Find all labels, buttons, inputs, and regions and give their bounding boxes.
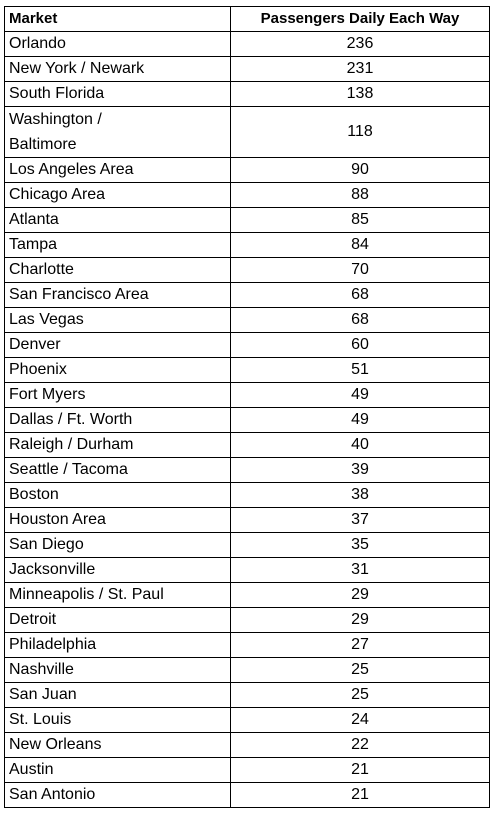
market-cell: Orlando — [4, 31, 231, 57]
passengers-cell: 25 — [230, 657, 490, 683]
market-cell: Detroit — [4, 607, 231, 633]
table-body: Orlando 236 New York / Newark 231 South Flor… — [4, 31, 490, 808]
passengers-cell: 70 — [230, 257, 490, 283]
market-cell: South Florida — [4, 81, 231, 107]
market-cell: St. Louis — [4, 707, 231, 733]
passengers-cell: 236 — [230, 31, 490, 57]
market-cell: Denver — [4, 332, 231, 358]
passengers-cell: 49 — [230, 407, 490, 433]
table-row: Orlando 236 — [4, 31, 490, 57]
passengers-cell: 231 — [230, 56, 490, 82]
passengers-cell: 84 — [230, 232, 490, 258]
table-row: Jacksonville 31 — [4, 557, 490, 583]
market-cell: San Antonio — [4, 782, 231, 808]
market-cell: Dallas / Ft. Worth — [4, 407, 231, 433]
passengers-cell: 29 — [230, 607, 490, 633]
market-cell: Atlanta — [4, 207, 231, 233]
table-row: St. Louis 24 — [4, 707, 490, 733]
market-cell: Philadelphia — [4, 632, 231, 658]
passengers-cell: 31 — [230, 557, 490, 583]
market-cell: Washington / Baltimore — [4, 106, 231, 158]
table-row: Detroit 29 — [4, 607, 490, 633]
market-cell: San Diego — [4, 532, 231, 558]
market-cell: Minneapolis / St. Paul — [4, 582, 231, 608]
passengers-cell: 27 — [230, 632, 490, 658]
table-row: Boston 38 — [4, 482, 490, 508]
table-row: Chicago Area 88 — [4, 182, 490, 208]
market-cell: New Orleans — [4, 732, 231, 758]
passengers-cell: 68 — [230, 307, 490, 333]
table-row: Seattle / Tacoma 39 — [4, 457, 490, 483]
table-row: Las Vegas 68 — [4, 307, 490, 333]
passengers-cell: 85 — [230, 207, 490, 233]
table-row: Raleigh / Durham 40 — [4, 432, 490, 458]
passengers-cell: 35 — [230, 532, 490, 558]
market-cell: Nashville — [4, 657, 231, 683]
table-row: Philadelphia 27 — [4, 632, 490, 658]
table-row: Charlotte 70 — [4, 257, 490, 283]
market-cell: Tampa — [4, 232, 231, 258]
market-cell: Seattle / Tacoma — [4, 457, 231, 483]
passengers-table: Market Passengers Daily Each Way Orlando… — [4, 6, 490, 808]
passengers-cell: 37 — [230, 507, 490, 533]
passengers-cell: 118 — [230, 106, 490, 158]
table-row: Minneapolis / St. Paul 29 — [4, 582, 490, 608]
passengers-cell: 51 — [230, 357, 490, 383]
table-row: Dallas / Ft. Worth 49 — [4, 407, 490, 433]
passengers-cell: 90 — [230, 157, 490, 183]
table-row: Austin 21 — [4, 757, 490, 783]
table-row: New Orleans 22 — [4, 732, 490, 758]
market-cell: Charlotte — [4, 257, 231, 283]
passengers-cell: 49 — [230, 382, 490, 408]
market-cell: Boston — [4, 482, 231, 508]
passengers-cell: 138 — [230, 81, 490, 107]
passengers-cell: 88 — [230, 182, 490, 208]
table-row: Tampa 84 — [4, 232, 490, 258]
table-row: San Francisco Area 68 — [4, 282, 490, 308]
passengers-cell: 25 — [230, 682, 490, 708]
market-cell: New York / Newark — [4, 56, 231, 82]
passengers-cell: 21 — [230, 782, 490, 808]
market-cell: San Juan — [4, 682, 231, 708]
market-cell: Los Angeles Area — [4, 157, 231, 183]
market-cell: Phoenix — [4, 357, 231, 383]
column-header-market: Market — [4, 6, 231, 32]
table-row: New York / Newark 231 — [4, 56, 490, 82]
market-cell: Chicago Area — [4, 182, 231, 208]
market-cell: Fort Myers — [4, 382, 231, 408]
market-cell: Jacksonville — [4, 557, 231, 583]
passengers-cell: 39 — [230, 457, 490, 483]
column-header-passengers: Passengers Daily Each Way — [230, 6, 490, 32]
passengers-cell: 60 — [230, 332, 490, 358]
passengers-cell: 22 — [230, 732, 490, 758]
table-row: Los Angeles Area 90 — [4, 157, 490, 183]
table-row: Denver 60 — [4, 332, 490, 358]
market-cell: Houston Area — [4, 507, 231, 533]
table-row: Washington / Baltimore 118 — [4, 106, 490, 158]
passengers-cell: 40 — [230, 432, 490, 458]
table-row: Nashville 25 — [4, 657, 490, 683]
passengers-cell: 24 — [230, 707, 490, 733]
market-cell: Austin — [4, 757, 231, 783]
table-row: Houston Area 37 — [4, 507, 490, 533]
header-row: Market Passengers Daily Each Way — [4, 6, 490, 32]
passengers-cell: 38 — [230, 482, 490, 508]
market-cell: Raleigh / Durham — [4, 432, 231, 458]
market-cell: San Francisco Area — [4, 282, 231, 308]
table-row: Fort Myers 49 — [4, 382, 490, 408]
table-row: South Florida 138 — [4, 81, 490, 107]
passengers-cell: 21 — [230, 757, 490, 783]
passengers-cell: 68 — [230, 282, 490, 308]
table-row: Phoenix 51 — [4, 357, 490, 383]
table-row: San Antonio 21 — [4, 782, 490, 808]
market-cell: Las Vegas — [4, 307, 231, 333]
table-row: San Diego 35 — [4, 532, 490, 558]
table-row: San Juan 25 — [4, 682, 490, 708]
passengers-cell: 29 — [230, 582, 490, 608]
table-row: Atlanta 85 — [4, 207, 490, 233]
